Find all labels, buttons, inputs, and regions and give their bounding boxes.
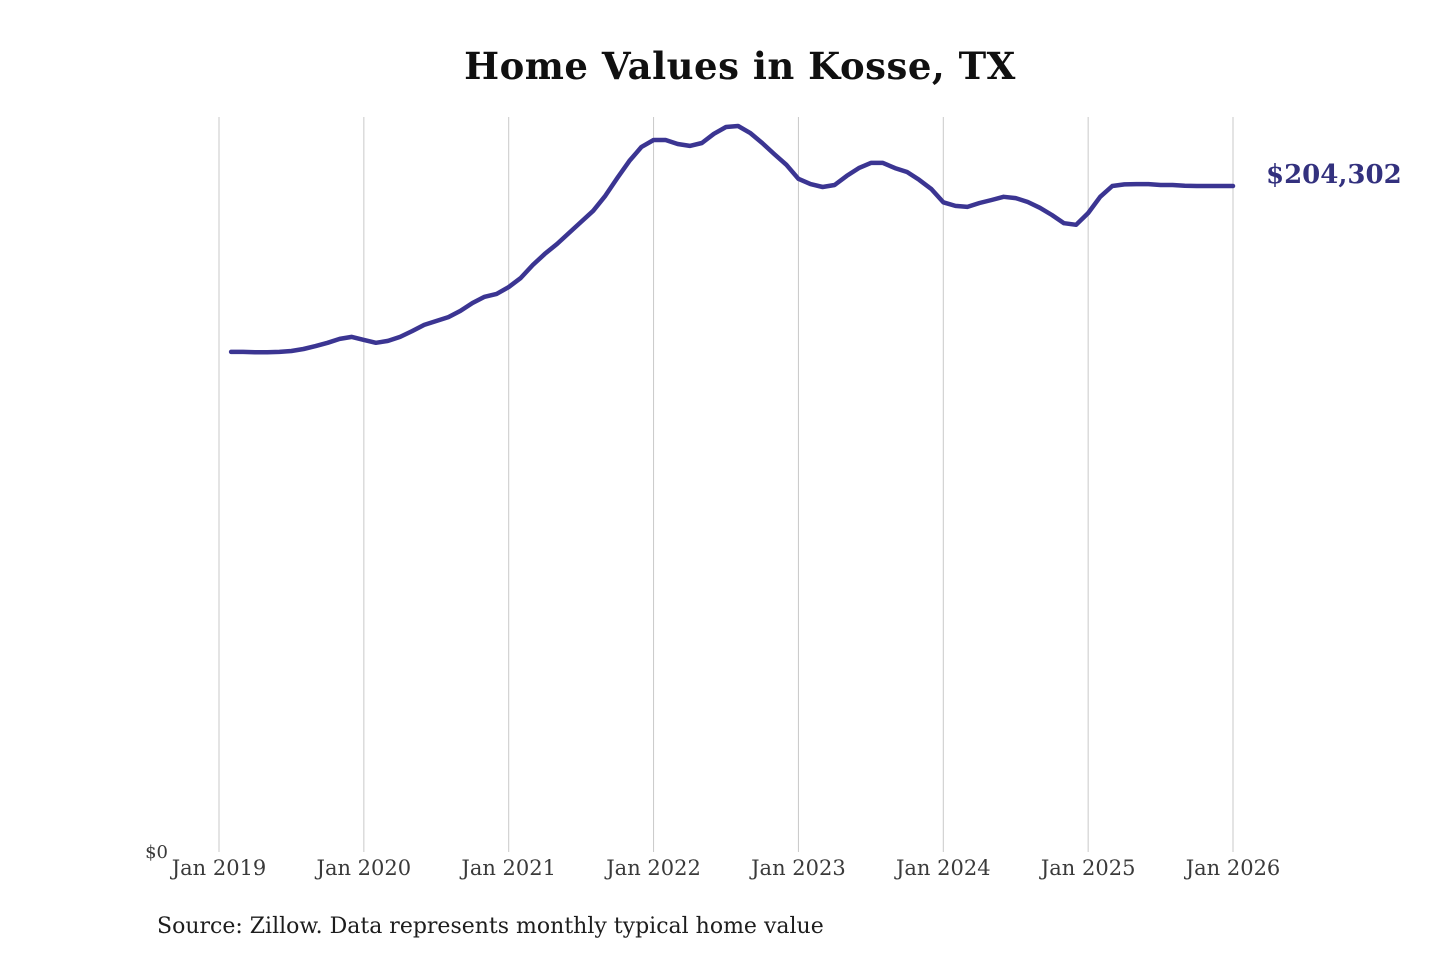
source-note: Source: Zillow. Data represents monthly … [157, 914, 824, 939]
x-tick-label: Jan 2024 [895, 856, 991, 880]
x-tick-label: Jan 2025 [1040, 856, 1136, 880]
x-tick-label: Jan 2019 [171, 856, 267, 880]
latest-value-label: $204,302 [1266, 160, 1402, 190]
value-line [228, 123, 1236, 355]
x-tick-label: Jan 2021 [461, 856, 556, 880]
y-axis-zero-label: $0 [145, 842, 168, 863]
x-tick-label: Jan 2023 [751, 856, 846, 880]
gridlines [218, 117, 1234, 852]
chart-title: Home Values in Kosse, TX [464, 44, 1016, 88]
x-tick-label: Jan 2020 [316, 856, 412, 880]
x-tick-label: Jan 2026 [1185, 856, 1281, 880]
x-tick-label: Jan 2022 [606, 856, 701, 880]
